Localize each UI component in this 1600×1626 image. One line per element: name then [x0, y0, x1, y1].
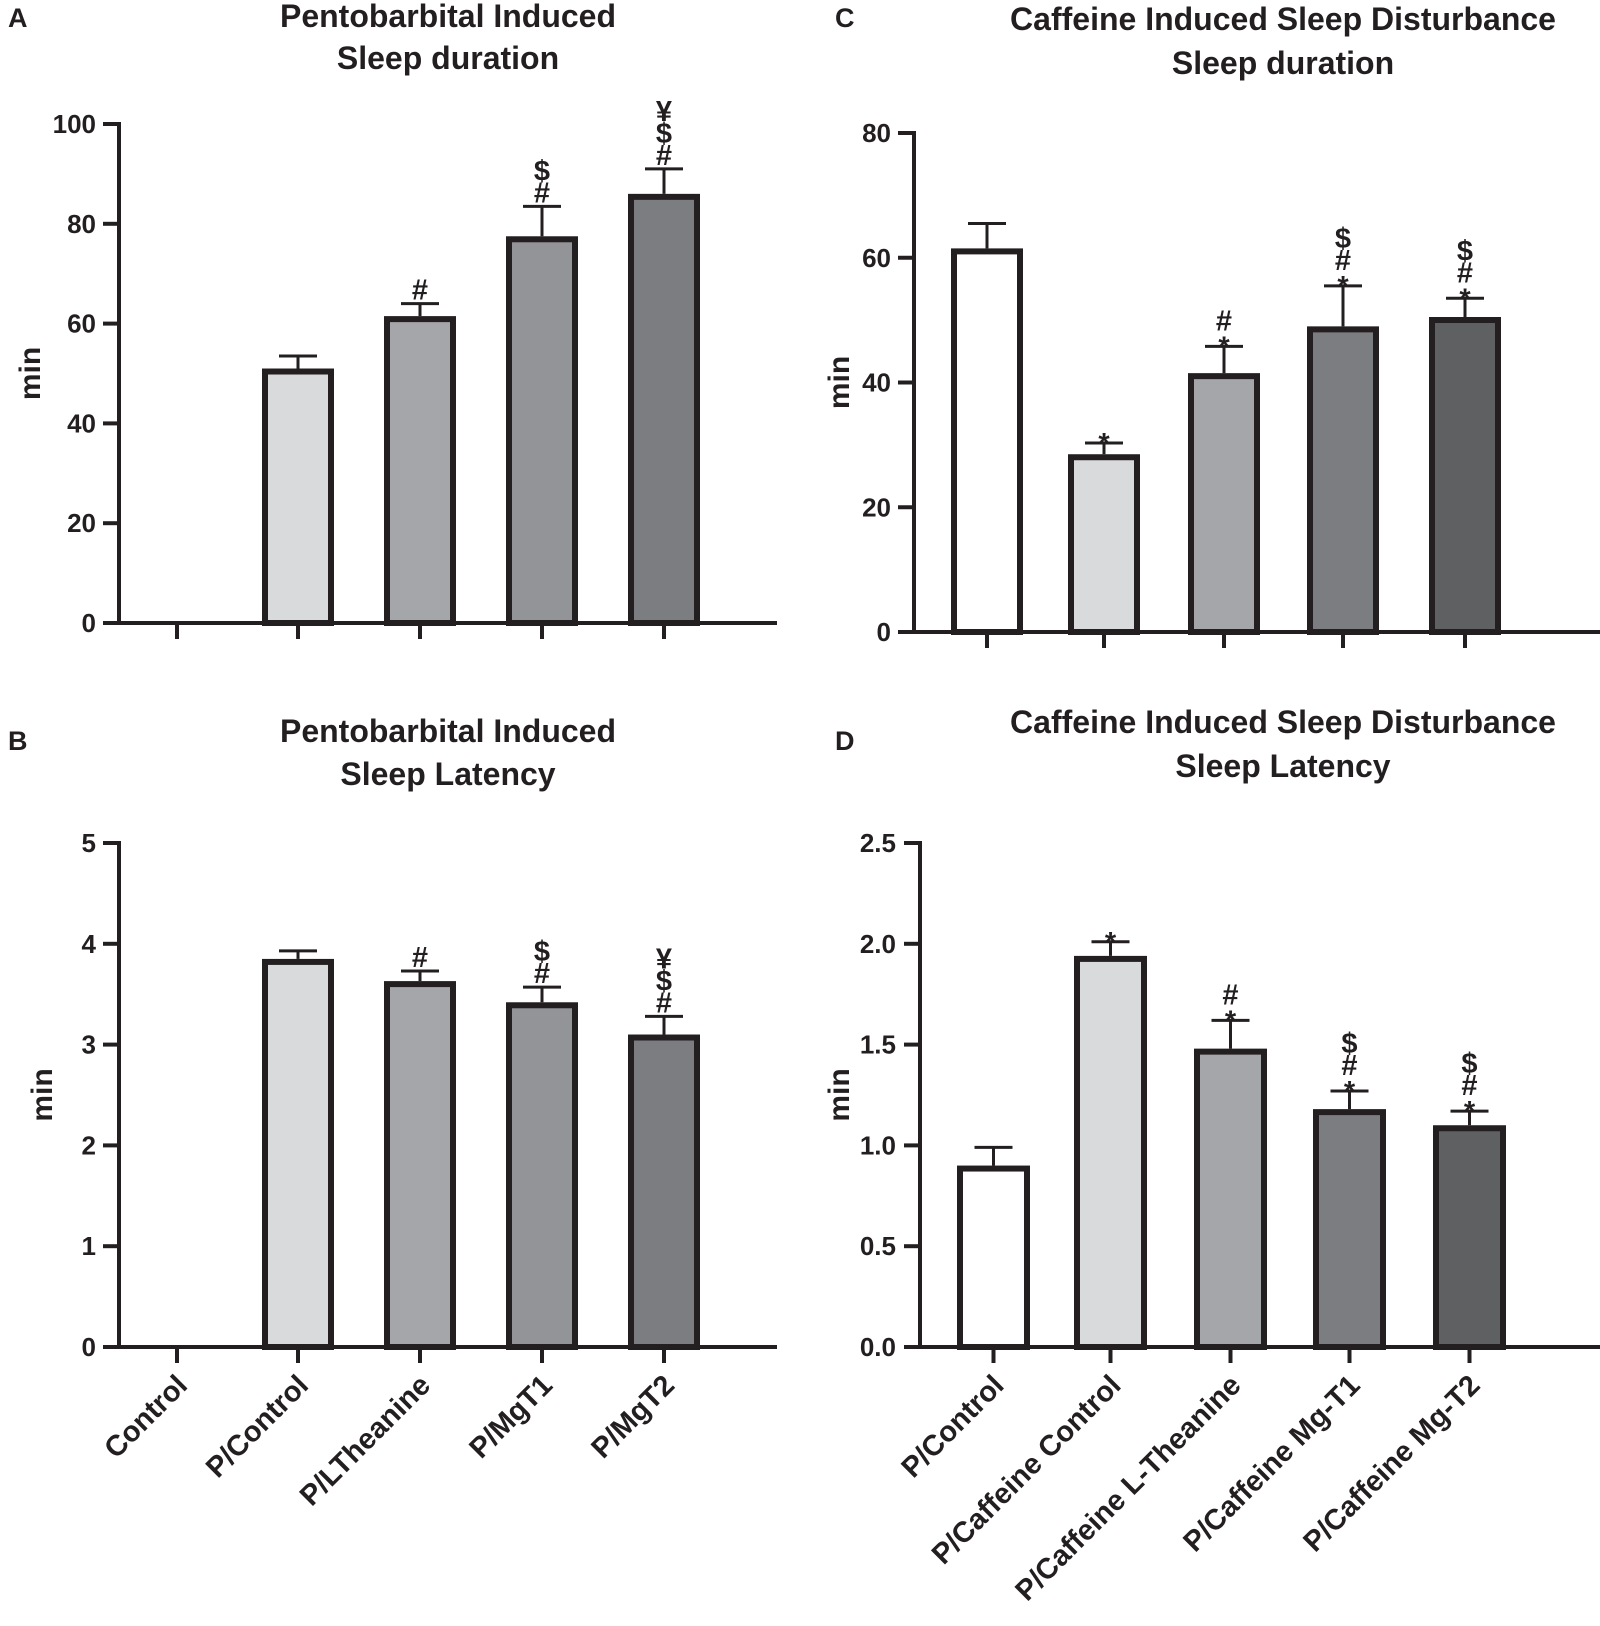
y-axis-label: min: [823, 356, 856, 409]
chart-title-line: Sleep Latency: [1175, 748, 1390, 784]
significance-marker: #: [1461, 1070, 1477, 1102]
y-tick-label: 4: [82, 929, 97, 959]
chart-title-line: Sleep Latency: [340, 756, 555, 792]
significance-marker: $: [534, 936, 550, 968]
significance-marker: $: [1457, 235, 1473, 267]
bar: [1188, 373, 1260, 635]
significance-marker: #: [1341, 1050, 1357, 1082]
bar: [1433, 1125, 1506, 1350]
chart-panel-d: D Caffeine Induced Sleep Disturbance Sleep…: [823, 704, 1600, 1607]
significance-marker: #: [534, 177, 550, 209]
significance-marker: #: [1335, 245, 1351, 277]
significance-marker: #: [1222, 979, 1238, 1011]
significance-marker: #: [1216, 305, 1232, 337]
y-axis-label: min: [26, 1068, 59, 1121]
panel-letter: D: [835, 726, 855, 756]
significance-marker: ¥: [656, 96, 672, 128]
significance-marker: #: [656, 987, 672, 1019]
y-tick-label: 1.5: [860, 1030, 896, 1060]
bar: [384, 981, 456, 1350]
y-tick-label: 5: [82, 828, 96, 858]
y-tick-label: 60: [862, 243, 891, 273]
y-tick-label: 1: [82, 1231, 96, 1261]
y-tick-label: 20: [862, 492, 891, 522]
bar: [628, 193, 700, 627]
category-label: P/MgT2: [585, 1369, 681, 1465]
y-tick-label: 3: [82, 1030, 96, 1060]
y-axis-label: min: [823, 1068, 856, 1121]
chart-title-line: Pentobarbital Induced: [280, 0, 616, 34]
significance-marker: ¥: [656, 943, 672, 975]
significance-marker: #: [1457, 257, 1473, 289]
category-label: P/LTheanine: [294, 1369, 437, 1512]
significance-marker: *: [1098, 428, 1110, 460]
chart-title-line: Sleep duration: [337, 40, 559, 76]
y-tick-label: 0.0: [860, 1332, 896, 1362]
chart-panel-b: B Pentobarbital Induced Sleep Latency min 0 1…: [8, 713, 777, 1512]
significance-marker: $: [656, 965, 672, 997]
significance-marker: #: [412, 275, 428, 307]
chart-title-line: Caffeine Induced Sleep Disturbance: [1010, 704, 1556, 740]
significance-marker: *: [1344, 1076, 1356, 1108]
significance-marker: #: [412, 942, 428, 974]
category-label: P/Caffeine L-Theanine: [1009, 1369, 1247, 1607]
significance-marker: *: [1105, 927, 1117, 959]
bar: [1068, 454, 1140, 636]
chart-title-line: Caffeine Induced Sleep Disturbance: [1010, 1, 1556, 37]
significance-marker: $: [656, 118, 672, 150]
chart-panel-c: C Caffeine Induced Sleep Disturbance Sleep…: [823, 1, 1600, 648]
bar: [1074, 955, 1147, 1350]
panel-letter: C: [835, 3, 855, 33]
category-label: P/Control: [896, 1369, 1011, 1484]
significance-marker: *: [1337, 271, 1349, 303]
significance-marker: *: [1218, 331, 1230, 363]
category-label: Control: [98, 1369, 194, 1465]
significance-marker: *: [1459, 283, 1471, 315]
bar: [957, 1165, 1030, 1351]
bar: [384, 316, 456, 626]
y-tick-label: 1.0: [860, 1130, 896, 1160]
significance-marker: *: [1225, 1005, 1237, 1037]
y-tick-label: 2.0: [860, 929, 896, 959]
chart-title-line: Sleep duration: [1172, 45, 1394, 81]
y-tick-label: 0: [82, 1332, 96, 1362]
significance-marker: $: [1335, 223, 1351, 255]
bar: [262, 368, 334, 627]
bar: [951, 248, 1023, 636]
significance-marker: $: [1341, 1028, 1357, 1060]
category-label: P/MgT1: [463, 1369, 559, 1465]
significance-marker: *: [1464, 1096, 1476, 1128]
significance-marker: $: [534, 155, 550, 187]
bar: [506, 236, 578, 626]
y-tick-label: 60: [67, 309, 96, 339]
significance-marker: #: [656, 140, 672, 172]
y-tick-label: 40: [67, 408, 96, 438]
bar: [1429, 317, 1501, 635]
y-tick-label: 0.5: [860, 1231, 896, 1261]
significance-marker: $: [1461, 1048, 1477, 1080]
chart-panel-a: A Pentobarbital Induced Sleep duration min 0…: [8, 0, 777, 639]
y-tick-label: 2: [82, 1130, 96, 1160]
y-tick-label: 40: [862, 368, 891, 398]
bar: [262, 958, 334, 1350]
bar: [506, 1002, 578, 1350]
bar: [1313, 1109, 1386, 1351]
panel-letter: B: [8, 726, 28, 756]
significance-marker: #: [534, 958, 550, 990]
y-tick-label: 0: [877, 617, 891, 647]
y-tick-label: 0: [82, 608, 96, 638]
panel-letter: A: [8, 3, 28, 33]
y-axis-label: min: [14, 347, 47, 400]
y-tick-label: 80: [862, 118, 891, 148]
y-tick-label: 80: [67, 209, 96, 239]
bar: [1194, 1048, 1267, 1350]
y-tick-label: 2.5: [860, 828, 896, 858]
category-label: P/Control: [200, 1369, 315, 1484]
chart-title-line: Pentobarbital Induced: [280, 713, 616, 749]
y-tick-label: 100: [53, 109, 96, 139]
bar: [628, 1034, 700, 1351]
bar: [1307, 326, 1379, 635]
y-tick-label: 20: [67, 508, 96, 538]
